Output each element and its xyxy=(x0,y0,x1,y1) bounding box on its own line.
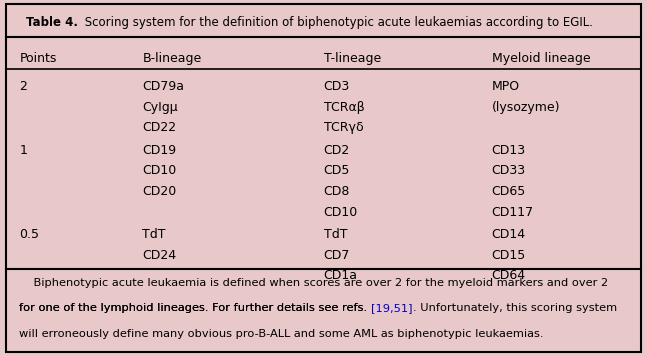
Text: TCRγδ: TCRγδ xyxy=(324,121,363,135)
Text: CD22: CD22 xyxy=(142,121,177,135)
Text: (lysozyme): (lysozyme) xyxy=(492,101,560,114)
Text: Biphenotypic acute leukaemia is defined when scores are over 2 for the myeloid m: Biphenotypic acute leukaemia is defined … xyxy=(19,278,609,288)
Text: 2: 2 xyxy=(19,80,27,93)
Text: Scoring system for the definition of biphenotypic acute leukaemias according to : Scoring system for the definition of bip… xyxy=(81,16,593,29)
Text: TdT: TdT xyxy=(142,228,166,241)
Text: CD15: CD15 xyxy=(492,249,526,262)
Text: . Unfortunately, this scoring system: . Unfortunately, this scoring system xyxy=(413,303,617,313)
Text: CD10: CD10 xyxy=(142,164,177,178)
Text: TCRαβ: TCRαβ xyxy=(324,101,364,114)
FancyBboxPatch shape xyxy=(6,4,641,352)
Text: CD79a: CD79a xyxy=(142,80,184,93)
Text: CD7: CD7 xyxy=(324,249,350,262)
Text: [19,51]: [19,51] xyxy=(371,303,413,313)
Text: will erroneously define many obvious pro-B-ALL and some AML as biphenotypic leuk: will erroneously define many obvious pro… xyxy=(19,329,544,339)
Text: CD13: CD13 xyxy=(492,144,526,157)
Text: CD3: CD3 xyxy=(324,80,350,93)
Text: CD117: CD117 xyxy=(492,206,534,219)
Text: for one of the lymphoid lineages. For further details see refs.: for one of the lymphoid lineages. For fu… xyxy=(19,303,371,313)
Text: CD2: CD2 xyxy=(324,144,350,157)
Text: CD14: CD14 xyxy=(492,228,526,241)
Text: CD10: CD10 xyxy=(324,206,358,219)
Text: Myeloid lineage: Myeloid lineage xyxy=(492,52,590,65)
Text: TdT: TdT xyxy=(324,228,347,241)
Text: CD65: CD65 xyxy=(492,185,526,198)
Text: CD5: CD5 xyxy=(324,164,350,178)
Text: for one of the lymphoid lineages. For further details see refs.: for one of the lymphoid lineages. For fu… xyxy=(19,303,371,313)
Text: B-lineage: B-lineage xyxy=(142,52,202,65)
Text: CyIgμ: CyIgμ xyxy=(142,101,178,114)
Text: CD24: CD24 xyxy=(142,249,177,262)
Text: CD33: CD33 xyxy=(492,164,526,178)
Text: CD8: CD8 xyxy=(324,185,350,198)
Text: CD64: CD64 xyxy=(492,269,526,283)
Text: T-lineage: T-lineage xyxy=(324,52,380,65)
Text: CD1a: CD1a xyxy=(324,269,358,283)
Text: CD19: CD19 xyxy=(142,144,177,157)
Text: 0.5: 0.5 xyxy=(19,228,39,241)
Text: 1: 1 xyxy=(19,144,27,157)
Text: Table 4.: Table 4. xyxy=(26,16,78,29)
Text: Points: Points xyxy=(19,52,57,65)
Text: MPO: MPO xyxy=(492,80,520,93)
Text: CD20: CD20 xyxy=(142,185,177,198)
